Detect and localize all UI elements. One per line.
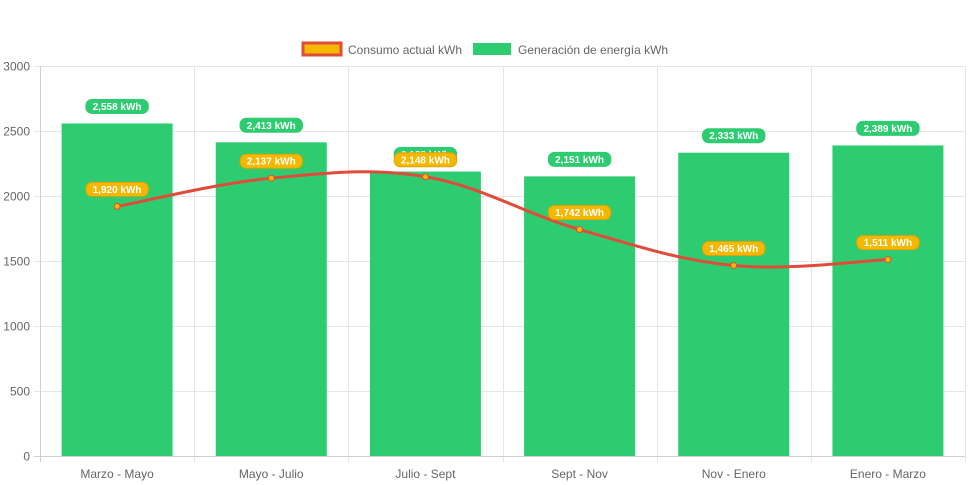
line-value-label-bg bbox=[85, 181, 149, 197]
legend-item-consumo[interactable]: Consumo actual kWh bbox=[301, 41, 462, 57]
line-series bbox=[113, 170, 892, 270]
legend-label-generacion: Generación de energía kWh bbox=[518, 43, 668, 57]
grid-lines bbox=[34, 66, 966, 462]
y-tick-label: 1000 bbox=[3, 320, 30, 334]
line-value-label: 1,511 kWh bbox=[864, 238, 912, 249]
x-tick-label: Mayo - Julio bbox=[239, 467, 304, 481]
bar[interactable] bbox=[215, 142, 327, 456]
x-tick-label: Marzo - Mayo bbox=[80, 467, 154, 481]
line-point[interactable] bbox=[267, 174, 275, 182]
y-tick-label: 2500 bbox=[3, 125, 30, 139]
bar[interactable] bbox=[832, 145, 944, 456]
line-value-label-bg bbox=[547, 205, 612, 221]
x-tick-label: Julio - Sept bbox=[395, 467, 456, 481]
bar-value-label: 2,558 kWh bbox=[93, 102, 142, 113]
line-point[interactable] bbox=[421, 173, 429, 181]
bar-value-label-bg bbox=[547, 151, 612, 167]
y-tick-label: 0 bbox=[23, 450, 30, 464]
legend-item-generacion[interactable]: Generación de energía kWh bbox=[473, 43, 668, 57]
bar[interactable] bbox=[61, 123, 173, 457]
bar-value-label-bg bbox=[702, 128, 766, 144]
x-axis: Marzo - Mayo Mayo - Julio Julio - Sept Sept… bbox=[80, 467, 926, 481]
bar-value-label-bg bbox=[85, 98, 149, 114]
bar-value-label-bg bbox=[856, 120, 920, 136]
line-value-label: 1,742 kWh bbox=[555, 208, 604, 219]
line-value-label: 2,148 kWh bbox=[401, 155, 450, 166]
line-point[interactable] bbox=[730, 262, 738, 270]
bar[interactable] bbox=[369, 171, 481, 456]
bar[interactable] bbox=[678, 152, 790, 456]
x-tick-label: Sept - Nov bbox=[551, 467, 608, 481]
bar-value-label: 2,413 kWh bbox=[247, 121, 296, 132]
legend-label-consumo: Consumo actual kWh bbox=[348, 43, 462, 57]
y-tick-label: 2000 bbox=[3, 190, 30, 204]
consumo-line bbox=[116, 170, 888, 269]
legend-swatch-consumo bbox=[301, 41, 343, 57]
bar-value-label: 2,389 kWh bbox=[863, 124, 912, 135]
x-tick-label: Enero - Marzo bbox=[850, 467, 926, 481]
y-tick-label: 500 bbox=[10, 385, 30, 399]
line-value-label-bg bbox=[393, 152, 458, 168]
bar-series bbox=[61, 123, 944, 457]
bar-value-label: 2,151 kWh bbox=[555, 155, 604, 166]
line-value-label-bg bbox=[856, 235, 920, 251]
legend-swatch-generacion bbox=[473, 43, 511, 55]
legend: Consumo actual kWh Generación de energía… bbox=[301, 41, 668, 57]
y-tick-label: 3000 bbox=[3, 60, 30, 74]
line-value-label: 2,137 kWh bbox=[247, 157, 296, 168]
line-value-label: 1,465 kWh bbox=[709, 244, 758, 255]
line-point[interactable] bbox=[884, 256, 892, 264]
x-tick-label: Nov - Enero bbox=[702, 467, 766, 481]
bar-value-label-bg bbox=[239, 117, 303, 133]
line-point[interactable] bbox=[576, 226, 584, 234]
line-value-label: 1,920 kWh bbox=[93, 185, 142, 196]
line-value-label-bg bbox=[702, 241, 766, 257]
bar[interactable] bbox=[524, 176, 636, 456]
line-point[interactable] bbox=[113, 202, 121, 210]
bar-value-label: 2,333 kWh bbox=[709, 131, 758, 142]
line-value-label-bg bbox=[239, 153, 303, 169]
y-axis: 0 500 1000 1500 2000 2500 3000 bbox=[3, 60, 30, 464]
y-tick-label: 1500 bbox=[3, 255, 30, 269]
